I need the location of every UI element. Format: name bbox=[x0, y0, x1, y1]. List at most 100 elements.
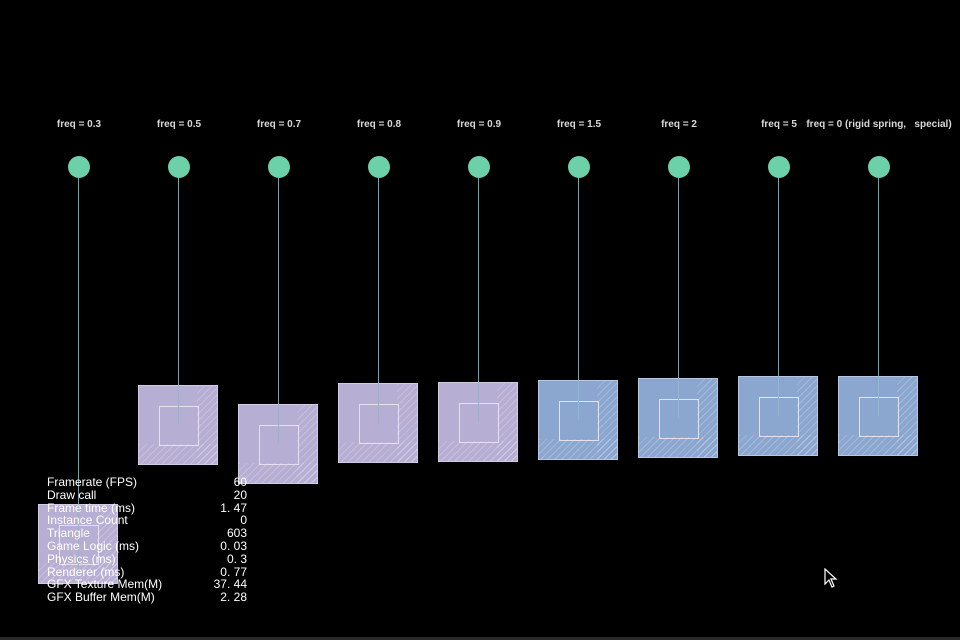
box-inner-square bbox=[559, 401, 599, 441]
spring-rope-3 bbox=[278, 167, 279, 444]
mouse-pointer-icon bbox=[824, 568, 838, 588]
stat-value: 20 bbox=[233, 487, 247, 502]
spring-box-6[interactable] bbox=[538, 380, 618, 460]
stat-label: Draw call bbox=[47, 487, 97, 502]
box-shading bbox=[539, 439, 617, 459]
spring-rope-4 bbox=[378, 167, 379, 423]
anchor-ball-3[interactable] bbox=[268, 156, 290, 178]
box-shading bbox=[697, 379, 717, 457]
anchor-ball-1[interactable] bbox=[68, 156, 90, 178]
spring-rope-5-overlay bbox=[478, 382, 479, 422]
spring-rope-2-overlay bbox=[178, 385, 179, 425]
spring-rope-1-overlay bbox=[78, 504, 79, 587]
stat-label: Frame time (ms) bbox=[47, 500, 135, 515]
anchor-ball-8[interactable] bbox=[768, 156, 790, 178]
stat-value: 0. 77 bbox=[220, 564, 247, 579]
spring-box-5[interactable] bbox=[438, 382, 518, 462]
spring-rope-6-overlay bbox=[578, 380, 579, 420]
box-inner-square bbox=[459, 403, 499, 443]
freq-label-6: freq = 1.5 bbox=[556, 119, 602, 130]
stat-label: Instance Count bbox=[47, 513, 128, 528]
box-shading bbox=[797, 377, 817, 455]
anchor-ball-5[interactable] bbox=[468, 156, 490, 178]
spring-box-7[interactable] bbox=[638, 378, 718, 458]
spring-rope-8 bbox=[778, 167, 779, 416]
stat-row-fps: Framerate (FPS) 60 bbox=[47, 476, 247, 489]
profiler-stats-panel: Framerate (FPS) 60 Draw call 20 Frame ti… bbox=[47, 476, 247, 604]
spring-rope-6 bbox=[578, 167, 579, 420]
box-shading bbox=[839, 435, 917, 455]
box-inner-square bbox=[59, 525, 99, 565]
box-inner-square bbox=[659, 399, 699, 439]
spring-rope-2 bbox=[178, 167, 179, 425]
stat-row-draw-call: Draw call 20 bbox=[47, 487, 247, 502]
stat-label: Game Logic (ms) bbox=[47, 538, 140, 553]
box-shading bbox=[397, 384, 417, 462]
spring-box-9[interactable] bbox=[838, 376, 918, 456]
spring-rope-5 bbox=[478, 167, 479, 422]
anchor-ball-4[interactable] bbox=[368, 156, 390, 178]
spring-rope-1 bbox=[78, 167, 79, 587]
stat-label: Triangle bbox=[47, 526, 90, 541]
freq-label-7: freq = 2 bbox=[661, 119, 697, 130]
bottom-bar bbox=[0, 637, 960, 640]
box-shading bbox=[139, 444, 217, 464]
spring-rope-7 bbox=[678, 167, 679, 418]
stat-label: Framerate (FPS) bbox=[47, 475, 138, 489]
stat-row-game-logic: Game Logic (ms) 0. 03 bbox=[47, 540, 247, 553]
freq-label-1: freq = 0.3 bbox=[56, 119, 102, 130]
box-shading bbox=[339, 442, 417, 462]
spring-rope-9-overlay bbox=[878, 376, 879, 416]
anchor-ball-7[interactable] bbox=[668, 156, 690, 178]
stat-row-gfx-buffer-mem: GFX Buffer Mem(M) 2. 28 bbox=[47, 591, 247, 604]
anchor-ball-9[interactable] bbox=[868, 156, 890, 178]
stat-value: 0. 03 bbox=[220, 538, 247, 553]
freq-label-8: freq = 5 bbox=[761, 119, 797, 130]
box-inner-square bbox=[759, 397, 799, 437]
box-shading bbox=[197, 386, 217, 464]
box-shading bbox=[597, 381, 617, 459]
stat-value: 603 bbox=[226, 526, 247, 541]
freq-label-3: freq = 0.7 bbox=[256, 119, 302, 130]
spring-rope-8-overlay bbox=[778, 376, 779, 416]
box-shading bbox=[97, 505, 117, 583]
stat-value: 1. 47 bbox=[220, 500, 247, 515]
stat-row-renderer: Renderer (ms) 0. 77 bbox=[47, 564, 247, 579]
spring-rope-4-overlay bbox=[378, 383, 379, 423]
stat-row-triangle: Triangle 603 bbox=[47, 527, 247, 540]
freq-label-9: freq = 0 (rigid spring, special) bbox=[806, 119, 952, 130]
box-shading bbox=[897, 377, 917, 455]
stat-label: Renderer (ms) bbox=[47, 564, 125, 579]
stat-value: 37. 44 bbox=[213, 577, 247, 592]
freq-label-5: freq = 0.9 bbox=[456, 119, 502, 130]
box-shading bbox=[239, 463, 317, 483]
box-shading bbox=[439, 441, 517, 461]
box-inner-square bbox=[859, 397, 899, 437]
stat-value: 60 bbox=[233, 475, 247, 489]
stat-row-instance-count: Instance Count 0 bbox=[47, 514, 247, 527]
stat-value: 2. 28 bbox=[220, 590, 247, 605]
anchor-ball-6[interactable] bbox=[568, 156, 590, 178]
spring-rope-9 bbox=[878, 167, 879, 416]
anchor-ball-2[interactable] bbox=[168, 156, 190, 178]
stat-label: GFX Texture Mem(M) bbox=[47, 577, 163, 592]
box-shading bbox=[639, 437, 717, 457]
box-inner-square bbox=[359, 404, 399, 444]
stat-row-physics: Physics (ms) 0. 3 bbox=[47, 551, 247, 566]
spring-rope-3-overlay bbox=[278, 404, 279, 444]
box-inner-square bbox=[159, 406, 199, 446]
stat-row-frame-time: Frame time (ms) 1. 47 bbox=[47, 500, 247, 515]
box-inner-square bbox=[259, 425, 299, 465]
box-shading bbox=[497, 383, 517, 461]
stat-row-gfx-texture-mem: GFX Texture Mem(M) 37. 44 bbox=[47, 578, 247, 591]
stat-label: GFX Buffer Mem(M) bbox=[47, 590, 155, 605]
stat-label: Physics (ms) bbox=[47, 551, 116, 566]
spring-rope-7-overlay bbox=[678, 378, 679, 418]
box-shading bbox=[739, 435, 817, 455]
freq-label-2: freq = 0.5 bbox=[156, 119, 202, 130]
stat-value: 0. 3 bbox=[226, 551, 247, 566]
box-shading bbox=[297, 405, 317, 483]
freq-label-4: freq = 0.8 bbox=[356, 119, 402, 130]
stat-value: 0 bbox=[240, 513, 247, 528]
